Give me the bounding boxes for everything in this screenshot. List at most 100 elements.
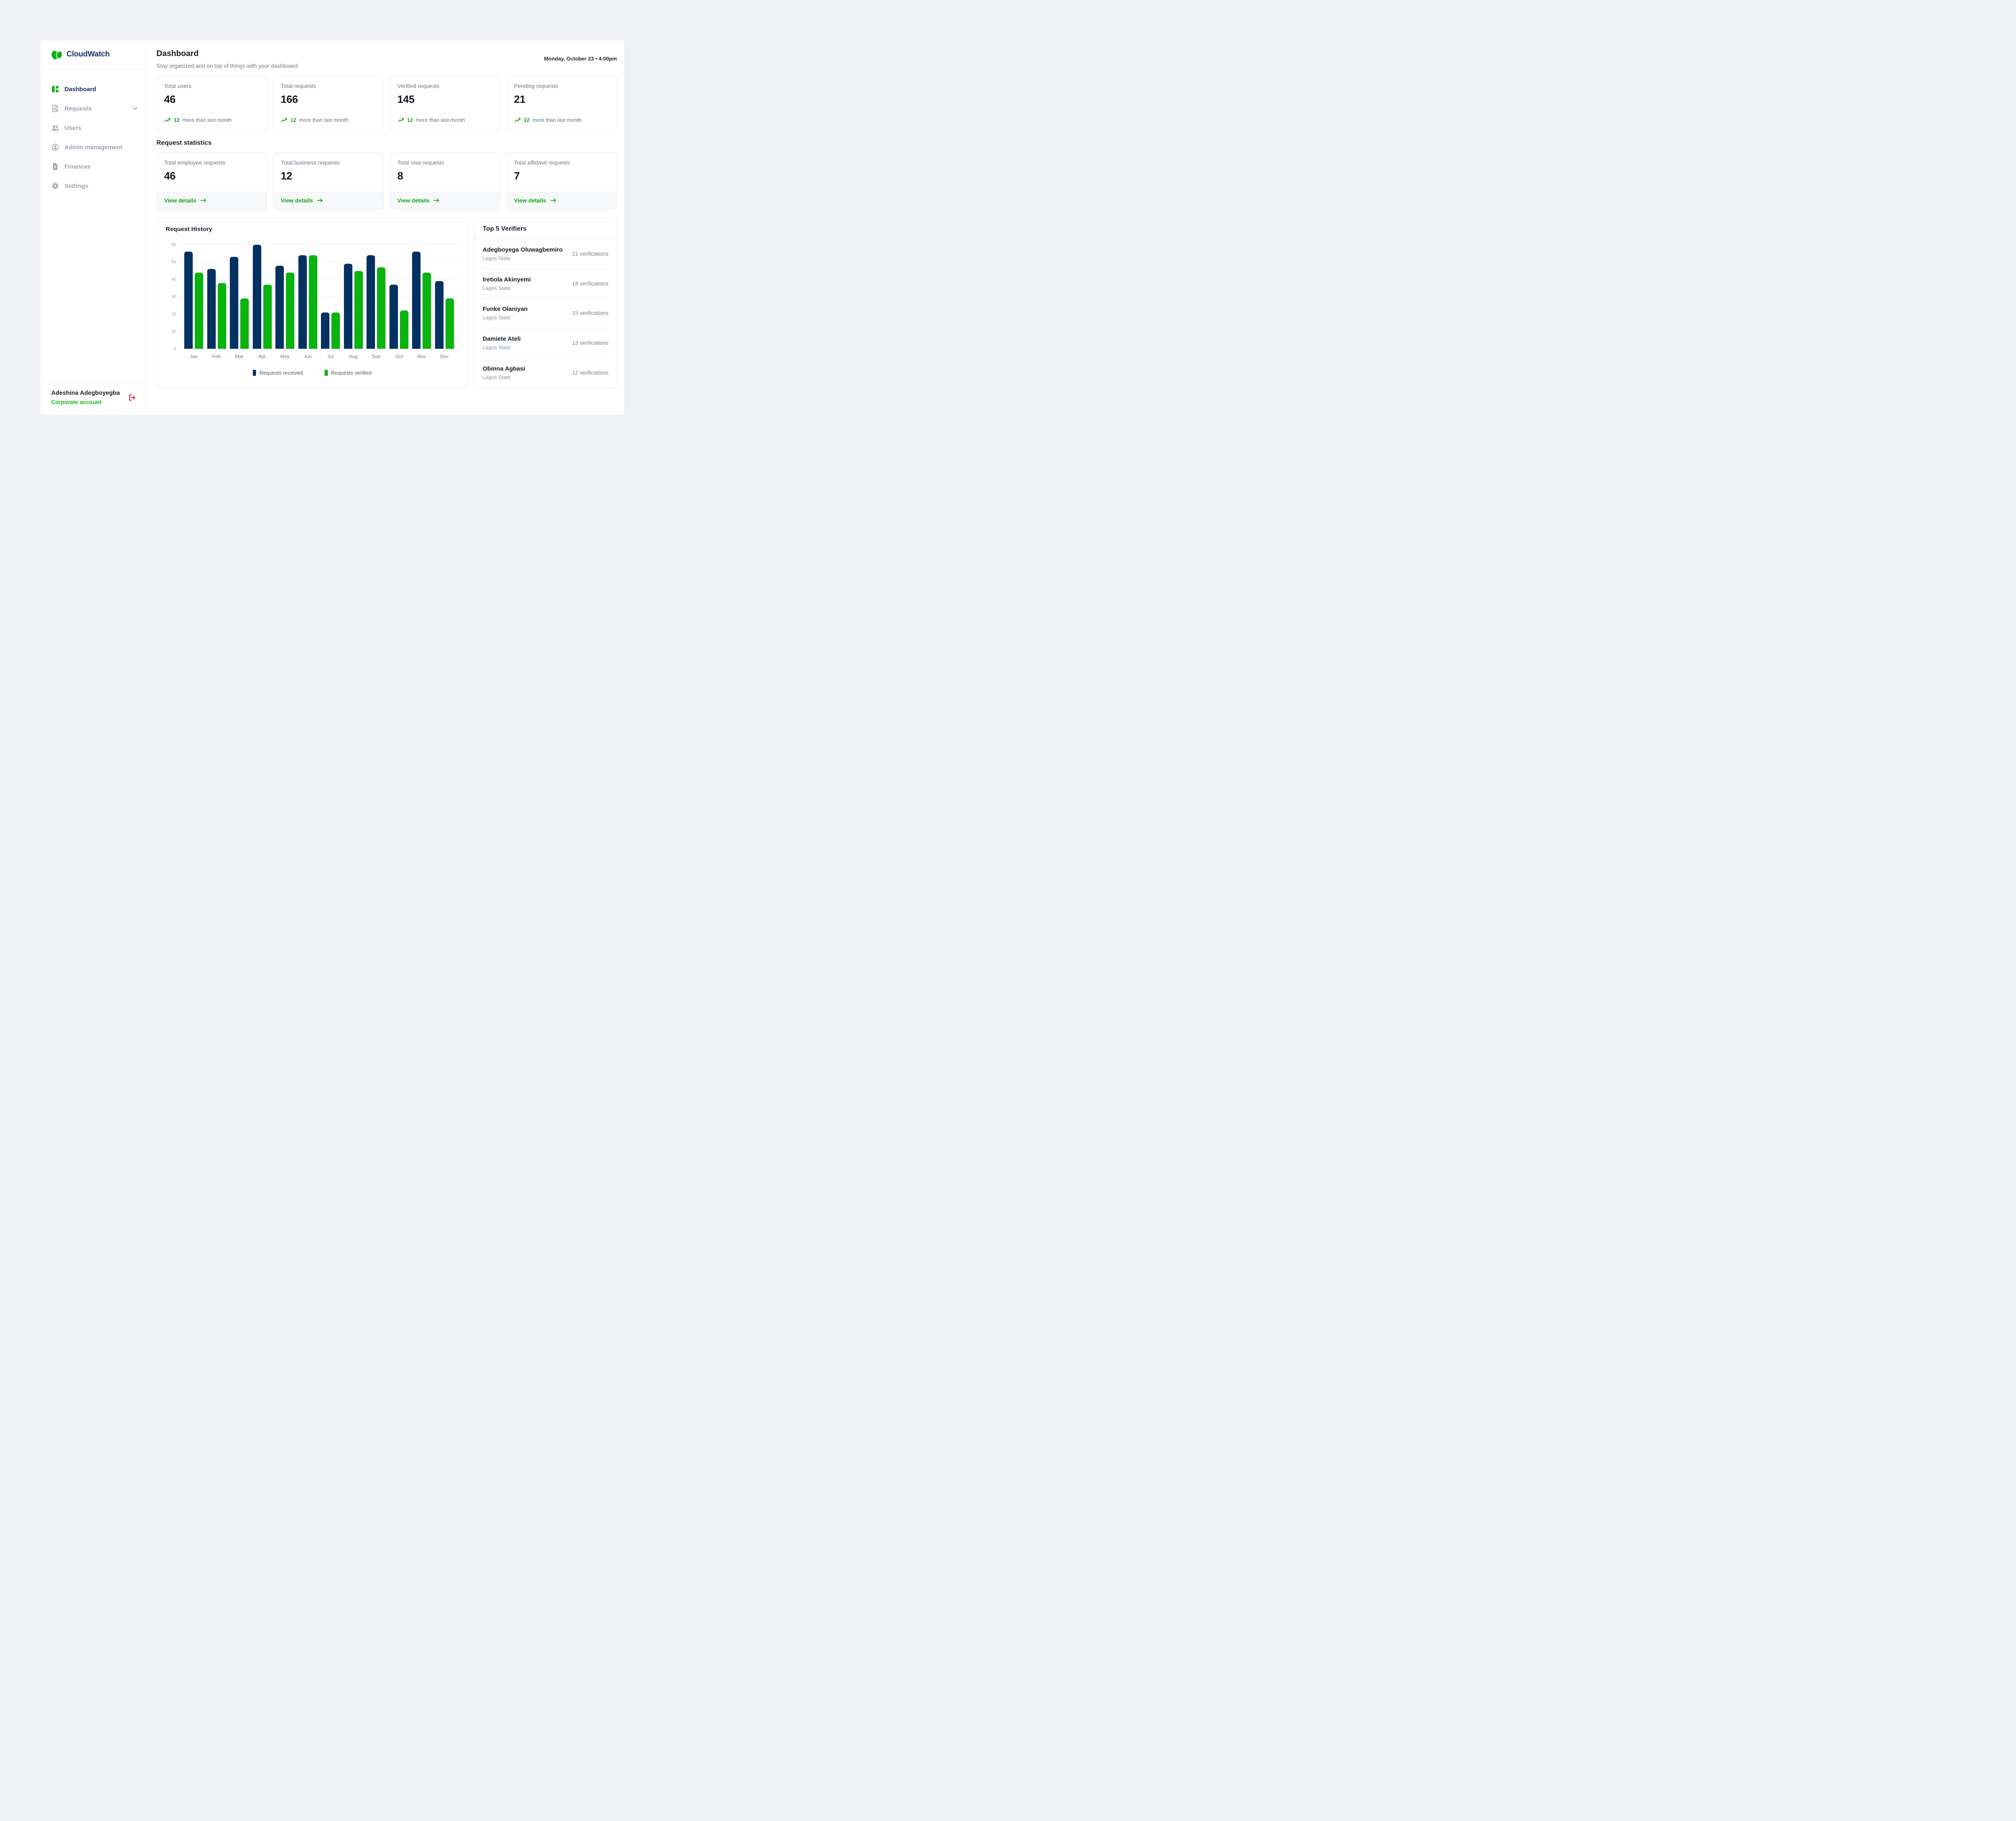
arrow-right-icon — [550, 198, 556, 203]
admin-icon — [51, 143, 59, 151]
sidebar-item-label: Settings — [65, 182, 89, 190]
bar-received-nov — [412, 252, 421, 349]
x-axis-label: Nov — [417, 354, 426, 359]
detail-footer: View details — [506, 192, 616, 209]
x-axis-label: Aug — [349, 354, 358, 359]
sidebar-item-finances[interactable]: $ Finances — [40, 157, 146, 176]
y-axis-tick: 10 — [171, 329, 176, 334]
stat-delta: 12 — [523, 117, 530, 123]
legend-item-verified: Requests verified — [325, 370, 372, 376]
bar-received-may — [275, 265, 284, 349]
detail-label: Total employee requests — [164, 159, 225, 166]
logout-button[interactable] — [127, 393, 137, 402]
verifier-name: Adegboyega Oluwagbemiro — [483, 246, 563, 253]
gridline — [179, 244, 459, 245]
cloud-logo-icon — [51, 49, 63, 60]
bar-group-oct — [389, 245, 408, 349]
view-details-link[interactable]: View details — [281, 197, 323, 204]
sidebar-user-box: Adeshina Adegboyegba Corporate account — [40, 381, 146, 415]
legend-item-received: Requests received — [253, 370, 303, 376]
page-subtitle: Stay organized and on top of things with… — [156, 63, 298, 69]
stat-delta: 12 — [407, 117, 413, 123]
bar-group-jan — [184, 245, 203, 349]
users-icon — [51, 124, 59, 132]
detail-body: Total visa requests 8 — [390, 153, 500, 192]
arrow-right-icon — [317, 198, 323, 203]
svg-text:?: ? — [56, 110, 57, 112]
view-details-label: View details — [281, 197, 313, 204]
detail-label: Total business requests — [281, 159, 340, 166]
sidebar-item-settings[interactable]: Settings — [40, 176, 146, 196]
main-content: Dashboard Stay organized and on top of t… — [147, 40, 624, 415]
x-axis-label: May — [280, 354, 289, 359]
stat-label: Total requests — [281, 83, 316, 89]
arrow-right-icon — [200, 198, 206, 203]
x-axis-label: Feb — [212, 354, 221, 359]
bar-verified-may — [286, 272, 295, 349]
y-axis-tick: 20 — [171, 312, 176, 317]
chart-title: Request History — [166, 226, 212, 233]
top-verifiers-list: Adegboyega Oluwagbemiro Lagos State 21 ve… — [475, 239, 616, 388]
view-details-link[interactable]: View details — [514, 197, 556, 204]
bar-group-dec — [435, 245, 454, 349]
bar-verified-apr — [263, 284, 272, 349]
y-axis-tick: 40 — [171, 277, 176, 282]
stat-trend: 12 more than last month — [514, 117, 609, 124]
detail-card-employee-requests: Total employee requests 46 View details — [156, 152, 267, 210]
page-background: CloudWatch Dashboard — [0, 0, 661, 455]
x-axis-label: Jul — [327, 354, 334, 359]
detail-value: 46 — [164, 170, 176, 182]
x-axis-label: Mar — [235, 354, 244, 359]
verifier-count: 21 verifications — [572, 250, 608, 257]
trending-up-icon — [281, 117, 287, 123]
stat-value: 145 — [397, 93, 415, 105]
page-header: Dashboard Stay organized and on top of t… — [156, 49, 617, 69]
sidebar-item-dashboard[interactable]: Dashboard — [40, 79, 146, 99]
stat-label: Total users — [164, 83, 192, 89]
sidebar-item-requests[interactable]: ? Requests — [40, 99, 146, 118]
bar-verified-aug — [354, 271, 363, 349]
view-details-link[interactable]: View details — [164, 197, 206, 204]
stat-value: 166 — [281, 93, 298, 105]
sidebar-item-label: Dashboard — [65, 85, 96, 93]
sidebar-nav: Dashboard ? Requests — [40, 69, 146, 196]
stat-delta-text: more than last month — [415, 117, 465, 123]
verifier-identity: Iretiola Akinyemi Lagos State — [483, 276, 531, 291]
chart-x-axis: Jan Feb Mar Apr May Jun Jul Aug Sep Oct Nov Dec — [179, 354, 459, 359]
detail-label: Total visa requests — [397, 159, 444, 166]
view-details-label: View details — [164, 197, 196, 204]
sidebar-item-users[interactable]: Users — [40, 118, 146, 138]
stat-trend: 12 more than last month — [398, 117, 493, 124]
bottom-row: Request History 0 10 20 30 40 50 60 Jan Feb Mar A… — [156, 217, 617, 388]
view-details-label: View details — [397, 197, 430, 204]
bar-verified-dec — [445, 298, 454, 349]
verifier-name: Obinna Agbasi — [483, 365, 525, 373]
detail-label: Total affidavit requests — [514, 159, 570, 166]
logout-icon — [128, 394, 136, 402]
verifier-name: Damiete Ateli — [483, 335, 521, 343]
app-panel: CloudWatch Dashboard — [40, 40, 624, 415]
verifier-row: Adegboyega Oluwagbemiro Lagos State 21 ve… — [483, 239, 608, 269]
bar-verified-feb — [217, 283, 226, 349]
stat-label: Pending requests — [514, 83, 558, 89]
verifier-count: 15 verifications — [572, 310, 608, 317]
detail-value: 8 — [397, 170, 403, 182]
brand-name: CloudWatch — [67, 50, 110, 58]
request-statistics-row: Total employee requests 46 View details … — [156, 152, 617, 210]
bar-group-jun — [298, 245, 317, 349]
view-details-link[interactable]: View details — [398, 197, 440, 204]
top-verifiers-heading: Top 5 Verifiers — [475, 218, 616, 239]
x-axis-label: Jun — [304, 354, 312, 359]
verifier-location: Lagos State — [483, 374, 511, 381]
detail-card-visa-requests: Total visa requests 8 View details — [389, 152, 500, 210]
sidebar-item-admin-management[interactable]: Admin management — [40, 138, 146, 157]
page-header-text: Dashboard Stay organized and on top of t… — [156, 49, 298, 69]
y-axis-tick: 60 — [171, 242, 176, 247]
stat-value: 46 — [164, 93, 176, 105]
chevron-down-icon[interactable] — [133, 107, 137, 110]
sidebar-item-label: Requests — [65, 105, 92, 112]
verifier-row: Iretiola Akinyemi Lagos State 18 verifica… — [483, 269, 608, 299]
legend-swatch-verified — [325, 370, 328, 376]
svg-text:$: $ — [54, 165, 56, 169]
y-axis-tick: 30 — [171, 294, 176, 299]
